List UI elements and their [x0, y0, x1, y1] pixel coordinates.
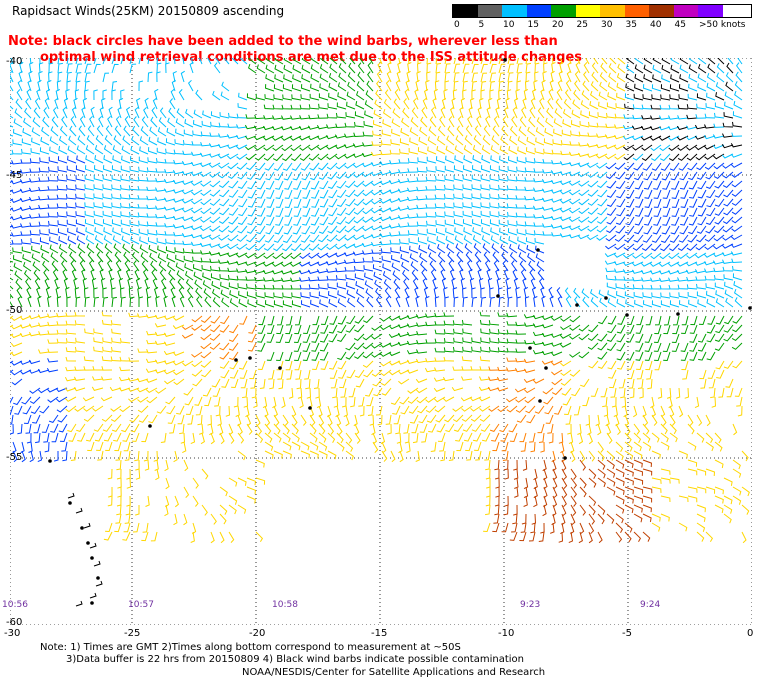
speed-legend: 0 5 10 15 20 25 30 35 40 45 >50 knots	[452, 4, 752, 32]
y-tick-lat-45: -45	[6, 170, 23, 181]
contamination-circle	[248, 356, 252, 360]
footer-note-line-2: 3)Data buffer is 22 hrs from 20150809 4)…	[66, 654, 524, 665]
contamination-circle	[496, 294, 500, 298]
legend-label: 15	[527, 20, 539, 30]
legend-swatch	[477, 5, 502, 17]
contamination-circle	[90, 556, 94, 560]
x-tick-lon-10: -10	[498, 628, 515, 639]
x-tick-lon-15: -15	[371, 628, 388, 639]
time-label-923: 9:23	[520, 600, 541, 610]
legend-label: 0	[454, 20, 460, 30]
contamination-circle	[575, 303, 579, 307]
contamination-circle	[563, 456, 567, 460]
legend-label: 20	[552, 20, 564, 30]
contamination-circle	[148, 424, 152, 428]
contamination-circle	[538, 399, 542, 403]
time-label-1058: 10:58	[272, 600, 298, 610]
footer-note-line-1: Note: 1) Times are GMT 2)Times along bot…	[40, 642, 461, 653]
legend-swatch	[551, 5, 576, 17]
contamination-circle	[48, 459, 52, 463]
legend-swatch	[673, 5, 698, 17]
track-barbs	[67, 492, 103, 607]
contamination-circle	[86, 541, 90, 545]
contamination-circle	[544, 366, 548, 370]
contamination-circle	[90, 601, 94, 605]
legend-color-bar	[452, 4, 752, 18]
contamination-circle	[80, 526, 84, 530]
contamination-circle	[308, 406, 312, 410]
legend-label: >50 knots	[699, 20, 746, 30]
contamination-circle	[536, 248, 540, 252]
contamination-circle	[528, 346, 532, 350]
legend-swatch	[575, 5, 600, 17]
contamination-circle	[503, 58, 507, 62]
map-title: Rapidsact Winds(25KM) 20150809 ascending	[12, 4, 285, 18]
contamination-circle	[278, 366, 282, 370]
legend-label: 10	[503, 20, 515, 30]
x-tick-lon-25: -25	[124, 628, 141, 639]
x-tick-lon-20: -20	[249, 628, 266, 639]
legend-label: 30	[601, 20, 613, 30]
legend-swatch	[698, 5, 723, 17]
contamination-circle	[748, 306, 752, 310]
contamination-note-line-2: optimal wind retrieval conditions are me…	[40, 50, 583, 65]
x-tick-lon-5: -5	[622, 628, 632, 639]
x-tick-lon-0: 0	[747, 628, 754, 639]
legend-labels: 0 5 10 15 20 25 30 35 40 45 >50 knots	[452, 20, 752, 32]
contamination-circle	[234, 358, 238, 362]
x-tick-lon-30: -30	[4, 628, 21, 639]
legend-swatch	[453, 5, 478, 17]
legend-label: 5	[478, 20, 485, 30]
wind-barb-map	[10, 58, 752, 625]
time-label-1057: 10:57	[128, 600, 154, 610]
y-tick-lat-55: -55	[6, 452, 23, 463]
y-tick-lat-40: -40	[6, 56, 23, 67]
legend-swatch	[502, 5, 527, 17]
legend-label: 45	[674, 20, 686, 30]
y-tick-lat-50: -50	[6, 305, 23, 316]
time-label-924: 9:24	[640, 600, 661, 610]
wind-barbs	[10, 58, 750, 544]
y-tick-lat-60: -60	[6, 617, 23, 628]
contamination-markers	[48, 58, 752, 605]
legend-swatch	[526, 5, 551, 17]
legend-swatch	[600, 5, 625, 17]
contamination-circle	[676, 312, 680, 316]
contamination-circle	[604, 296, 608, 300]
contamination-note-line-1: Note: black circles have been added to t…	[8, 34, 558, 49]
legend-swatch	[649, 5, 674, 17]
time-label-1056: 10:56	[2, 600, 28, 610]
contamination-circle	[96, 576, 100, 580]
footer-credit: NOAA/NESDIS/Center for Satellite Applica…	[242, 667, 546, 678]
contamination-circle	[625, 313, 629, 317]
legend-label: 40	[650, 20, 662, 30]
contamination-circle	[68, 501, 72, 505]
legend-swatch	[624, 5, 649, 17]
legend-label: 25	[576, 20, 588, 30]
legend-label: 35	[625, 20, 637, 30]
